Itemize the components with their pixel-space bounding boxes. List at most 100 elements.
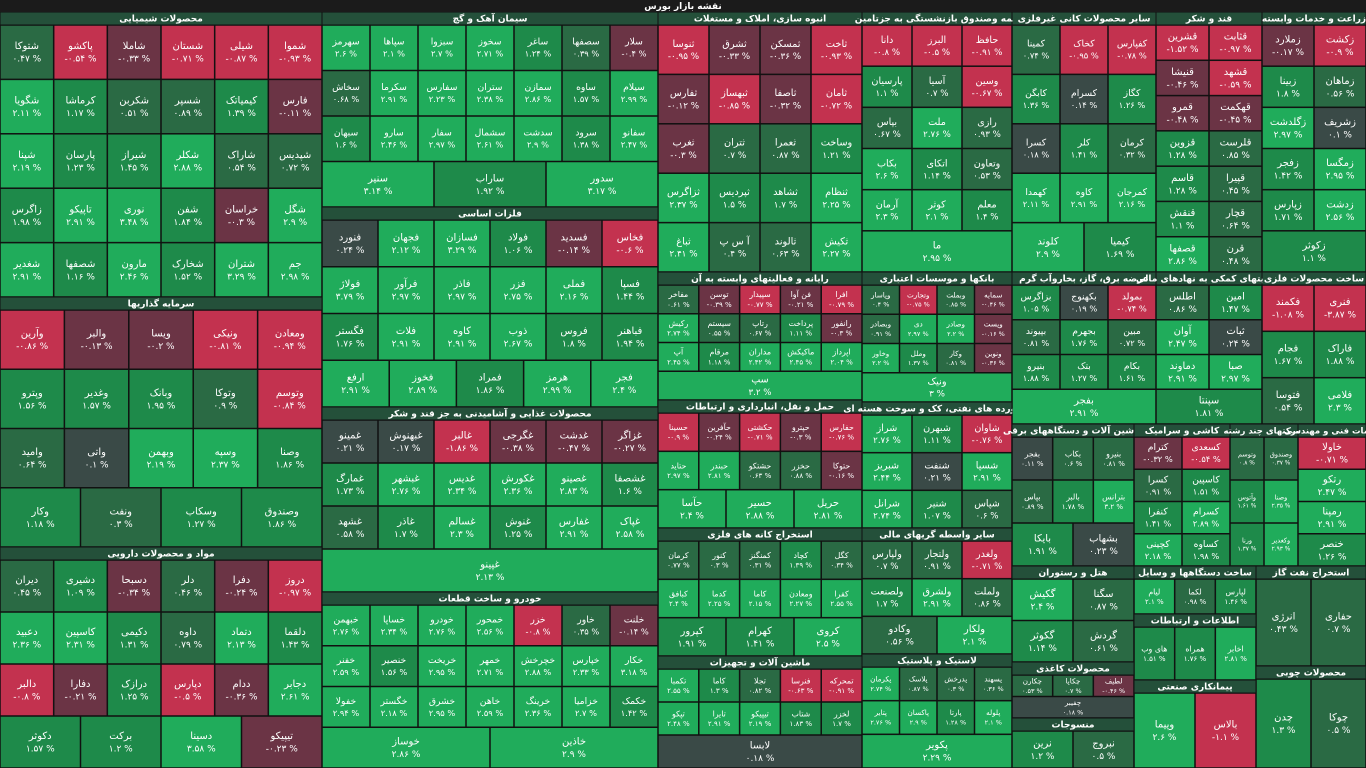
sector-header [658, 272, 862, 285]
stock-change: ۱.۲۴ % [525, 49, 552, 59]
stock-cell [466, 116, 514, 162]
stock-symbol: شگل [284, 203, 305, 215]
stock-symbol: غزاگر [617, 430, 642, 442]
stock-change: ۱.۲۵ % [120, 693, 149, 703]
stock-change: -۰.۱۷ % [1272, 48, 1304, 58]
stock-cell [418, 646, 466, 687]
stock-change: ۱.۸۶ % [275, 461, 304, 471]
stock-symbol: پاکسان [907, 708, 929, 717]
stock-cell [1012, 523, 1073, 566]
stock-symbol: پرداخت [788, 319, 813, 328]
stock-cell [1012, 173, 1060, 223]
stock-symbol: معلم [977, 199, 996, 210]
stock-change: ۲.۱۲ % [392, 246, 421, 256]
stock-symbol: فنورد [339, 232, 361, 243]
stock-symbol: حتوکا [833, 461, 851, 470]
stock-symbol: ثنظام [825, 187, 848, 198]
stock-cell [1073, 579, 1134, 621]
stock-cell [760, 25, 811, 75]
stock-cell [937, 616, 1012, 654]
stock-cell [709, 173, 760, 223]
stock-symbol: ونوین [985, 349, 1002, 358]
stock-change: ۲.۴۷ % [1318, 488, 1347, 498]
stock-cell [322, 686, 370, 727]
stock-change: ۰.۲۴ % [1221, 340, 1250, 350]
sector-name: محصولات کاغذی [1036, 665, 1110, 675]
stock-cell [862, 314, 900, 344]
stock-symbol: پارسان [66, 150, 96, 161]
stock-cell [161, 25, 215, 80]
stock-change: ۰.۴۶ % [173, 589, 202, 599]
stock-symbol: ویسا [151, 329, 171, 340]
sector: ماشین آلات و تجهیزات تمحرکه-۰.۹۱ % فنرسا-۰… [658, 656, 862, 768]
stock-symbol: حپترو [791, 423, 810, 432]
stock-cell [699, 285, 740, 314]
stock-cell [562, 646, 610, 687]
stock-cell [912, 189, 962, 231]
stock-symbol: بالبر [1065, 492, 1080, 501]
sector: استخراج نفت گاز حفاری ۰.۷ % انرژی ۰.۴۳ % [1256, 566, 1366, 666]
stock-symbol: قچار [1225, 208, 1245, 219]
stock-change: ۰.۵۴ % [1274, 403, 1303, 413]
stock-change: -۰.۱۴ % [619, 626, 649, 636]
stock-change: ۰.۷۹ % [173, 641, 202, 651]
stock-change: ۲.۱ % [1145, 597, 1164, 606]
stock-symbol: کبافق [669, 589, 688, 598]
stock-change: ۰.۶۱ % [1089, 644, 1118, 654]
stock-change: ۲.۹۳ % [1272, 547, 1291, 553]
stock-cell [1264, 523, 1298, 566]
stock-change: ۲.۴۱ % [669, 250, 697, 260]
stock-symbol: اطلس [1169, 291, 1196, 302]
stock-symbol: کمینا [1027, 39, 1046, 50]
stock-change: -۳.۸۷ % [1324, 311, 1356, 321]
stock-change: ۲.۸۹ % [1193, 519, 1220, 529]
stock-change: -۰.۱۶ % [829, 471, 854, 480]
stock-change: ۰.۸۲ % [749, 686, 772, 695]
stock-cell [1262, 148, 1314, 190]
stock-symbol: غشهد [338, 517, 362, 528]
stock-cell [490, 220, 546, 267]
sector-header [1012, 12, 1156, 25]
stock-change: -۰.۲۱ % [788, 300, 813, 309]
stock-change: ۲.۶ % [1153, 733, 1177, 743]
sector-name: لاستیک و پلاستیک [897, 657, 977, 667]
stock-change: -۰.۲۴ % [225, 589, 257, 599]
stock-symbol: خریخت [428, 655, 457, 666]
stock-symbol: خاور [576, 614, 595, 625]
stock-symbol: دانا [881, 35, 894, 46]
stock-symbol: کمرجان [1117, 187, 1148, 198]
stock-change: ۲.۳۵ % [1272, 504, 1291, 510]
stock-cell [1012, 675, 1053, 697]
stock-change: ۲.۲۹ % [923, 754, 952, 764]
stock-change: ۲.۷۶ % [333, 626, 360, 636]
stock-change: ۲.۷۶ % [873, 436, 901, 446]
stock-cell [322, 463, 378, 506]
stock-cell [739, 285, 781, 314]
stock-change: ۲.۴۸ % [667, 719, 690, 728]
stock-symbol: وسکاب [186, 506, 217, 517]
stock-change: ۲.۴ % [1031, 602, 1055, 612]
stock-change: -۱.۵۲ % [1166, 45, 1198, 55]
stock-cell [322, 161, 434, 207]
stock-symbol: ثباغ [676, 236, 691, 247]
stock-cell [658, 371, 862, 400]
stock-symbol: وکار [31, 506, 50, 517]
stock-change: ۱.۴۱ % [1071, 149, 1098, 159]
stock-symbol: کنفرا [1148, 507, 1168, 518]
stock-cell [1073, 731, 1134, 768]
stock-cell [546, 313, 602, 360]
stock-symbol: ونفت [110, 506, 133, 517]
stock-symbol: پلاسک [909, 675, 928, 684]
stock-symbol: برکت [109, 731, 132, 742]
stock-symbol: شپنا [18, 150, 35, 161]
stock-change: ۲.۶ % [335, 49, 357, 59]
stock-cell [1156, 166, 1209, 202]
stock-cell [912, 25, 962, 66]
stock-symbol: حخزر [791, 461, 810, 470]
stock-symbol: زشریف [1324, 117, 1356, 128]
sector: سایر محصولات کانی غیرفلزی کفپارس-۰.۷۸ % کخ… [1012, 12, 1156, 272]
stock-change: ۲.۹۹ % [543, 386, 572, 396]
stock-cell [1012, 389, 1156, 424]
stock-change: -۰.۸۶ % [16, 342, 48, 352]
stock-cell [214, 560, 269, 612]
